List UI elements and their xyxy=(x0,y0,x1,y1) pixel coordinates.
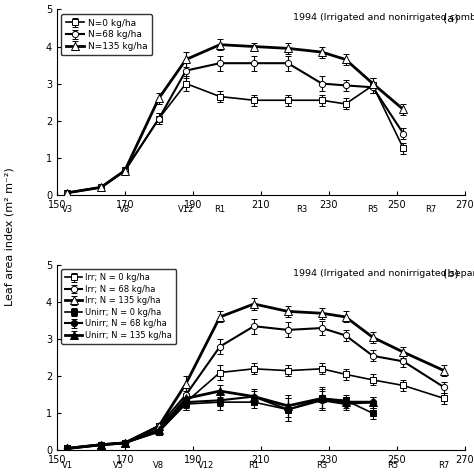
Text: R3: R3 xyxy=(316,461,328,470)
Text: R7: R7 xyxy=(425,205,436,214)
Text: (b): (b) xyxy=(443,269,458,279)
Text: V12: V12 xyxy=(178,205,194,214)
Text: R7: R7 xyxy=(438,461,450,470)
Text: R3: R3 xyxy=(296,205,307,214)
Text: V1: V1 xyxy=(62,461,73,470)
Text: V5: V5 xyxy=(112,461,124,470)
Text: 1994 (Irrigated and nonirrigated separately): 1994 (Irrigated and nonirrigated separat… xyxy=(293,269,474,278)
Text: V8: V8 xyxy=(153,461,164,470)
Text: V3: V3 xyxy=(62,205,73,214)
Text: R1: R1 xyxy=(248,461,259,470)
Text: R5: R5 xyxy=(367,205,378,214)
Legend: N=0 kg/ha, N=68 kg/ha, N=135 kg/ha: N=0 kg/ha, N=68 kg/ha, N=135 kg/ha xyxy=(62,14,152,55)
Text: V8: V8 xyxy=(119,205,130,214)
Text: Leaf area index (m² m⁻²): Leaf area index (m² m⁻²) xyxy=(4,168,15,306)
Text: R1: R1 xyxy=(214,205,226,214)
Text: 1994 (Irrigated and nonirrigated combined): 1994 (Irrigated and nonirrigated combine… xyxy=(293,13,474,22)
Text: V12: V12 xyxy=(198,461,214,470)
Text: R5: R5 xyxy=(388,461,399,470)
Text: (a): (a) xyxy=(443,13,458,23)
Legend: Irr; N = 0 kg/ha, Irr; N = 68 kg/ha, Irr; N = 135 kg/ha, Unirr; N = 0 kg/ha, Uni: Irr; N = 0 kg/ha, Irr; N = 68 kg/ha, Irr… xyxy=(61,269,176,344)
